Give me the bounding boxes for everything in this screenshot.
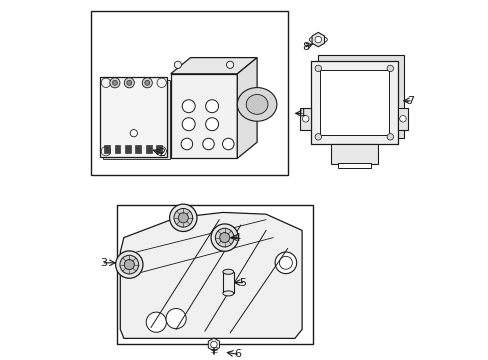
Circle shape — [115, 251, 142, 278]
Circle shape — [203, 138, 214, 150]
Circle shape — [142, 78, 152, 88]
Circle shape — [386, 134, 393, 140]
Circle shape — [181, 138, 192, 150]
Ellipse shape — [237, 87, 276, 121]
Circle shape — [279, 256, 292, 269]
Circle shape — [314, 65, 321, 72]
Bar — [145, 145, 151, 153]
Circle shape — [112, 80, 117, 85]
Polygon shape — [101, 77, 167, 157]
Circle shape — [169, 204, 197, 231]
Polygon shape — [300, 108, 310, 130]
Circle shape — [182, 118, 195, 131]
Circle shape — [124, 260, 134, 270]
Bar — [91, 11, 287, 175]
Text: 3: 3 — [101, 258, 107, 268]
Bar — [125, 145, 130, 153]
Circle shape — [174, 61, 181, 68]
Bar — [337, 163, 370, 168]
Circle shape — [314, 134, 321, 140]
Polygon shape — [397, 108, 407, 130]
Circle shape — [399, 116, 406, 122]
Circle shape — [210, 341, 217, 348]
Bar — [156, 145, 162, 153]
Polygon shape — [170, 74, 237, 158]
Circle shape — [157, 147, 166, 156]
Circle shape — [126, 80, 132, 85]
Polygon shape — [237, 58, 257, 158]
Bar — [117, 205, 312, 344]
Text: 4: 4 — [233, 233, 241, 243]
Circle shape — [110, 78, 120, 88]
Polygon shape — [208, 338, 219, 351]
Circle shape — [182, 100, 195, 113]
Circle shape — [166, 309, 186, 329]
Polygon shape — [317, 55, 403, 138]
Circle shape — [219, 233, 229, 243]
Ellipse shape — [223, 269, 233, 274]
Circle shape — [386, 65, 393, 72]
Circle shape — [205, 118, 218, 131]
Polygon shape — [103, 80, 170, 159]
Polygon shape — [310, 61, 397, 144]
Circle shape — [144, 80, 149, 85]
Circle shape — [226, 61, 233, 68]
Circle shape — [124, 78, 134, 88]
Circle shape — [130, 130, 137, 137]
Polygon shape — [311, 32, 324, 47]
Circle shape — [146, 312, 166, 332]
Text: 6: 6 — [233, 349, 240, 359]
Bar — [135, 145, 141, 153]
Circle shape — [211, 224, 238, 251]
Circle shape — [101, 78, 110, 87]
Ellipse shape — [223, 291, 233, 296]
Circle shape — [275, 252, 296, 274]
Circle shape — [205, 100, 218, 113]
Bar — [330, 144, 377, 164]
Bar — [104, 145, 110, 153]
Circle shape — [101, 147, 110, 156]
Text: -1: -1 — [296, 108, 307, 118]
Circle shape — [302, 116, 308, 122]
Ellipse shape — [245, 94, 267, 114]
Text: 8: 8 — [302, 42, 308, 52]
Circle shape — [174, 208, 192, 227]
Bar — [223, 272, 233, 293]
Text: -7: -7 — [404, 96, 415, 106]
Circle shape — [215, 228, 234, 247]
Bar — [114, 145, 120, 153]
Text: 2: 2 — [158, 148, 165, 158]
Text: 5: 5 — [239, 278, 245, 288]
Circle shape — [120, 255, 139, 274]
Bar — [320, 70, 387, 135]
Polygon shape — [120, 212, 302, 338]
Circle shape — [157, 78, 166, 87]
Circle shape — [314, 36, 321, 43]
Circle shape — [178, 213, 188, 223]
Circle shape — [222, 138, 234, 150]
Polygon shape — [170, 58, 257, 74]
